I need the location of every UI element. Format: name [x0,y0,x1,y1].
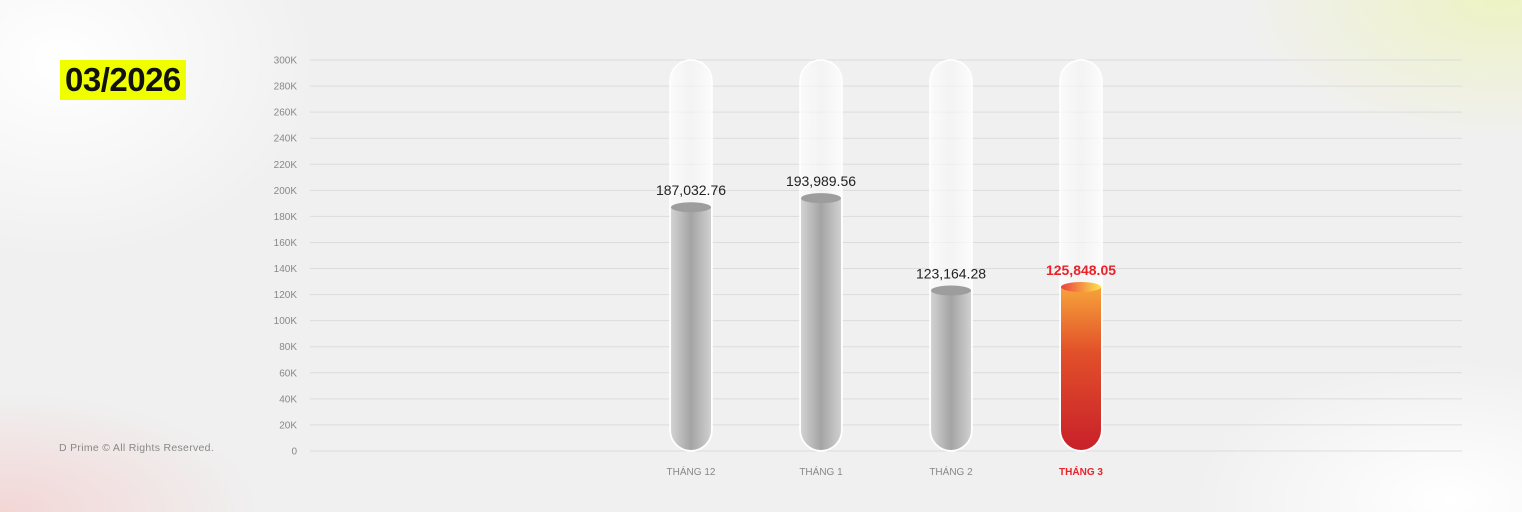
y-tick-label: 280K [274,82,298,93]
y-tick-label: 40K [279,394,297,405]
x-tick-label: THÁNG 3 [1059,465,1103,478]
y-tick-label: 80K [279,342,297,353]
y-tick-label: 220K [274,160,298,171]
bar-top [931,285,971,296]
data-label: 187,032.76 [656,182,726,198]
y-tick-label: 120K [274,290,298,301]
y-tick-label: 200K [274,186,298,197]
y-tick-label: 240K [274,134,298,145]
y-tick-label: 20K [279,420,297,431]
bar-top [671,202,711,213]
data-label: 193,989.56 [786,173,856,189]
y-tick-label: 160K [274,238,298,249]
bar [931,290,971,450]
data-label: 123,164.28 [916,265,986,281]
bar-top [1061,281,1101,292]
y-tick-label: 0 [291,447,297,458]
period-badge: 03/2026 [60,60,186,100]
y-tick-label: 140K [274,264,298,275]
x-tick-label: THÁNG 2 [929,465,973,478]
bar [1061,286,1101,450]
data-label: 125,848.05 [1046,262,1116,278]
y-tick-label: 100K [274,316,298,327]
bar [801,198,841,450]
x-tick-label: THÁNG 12 [667,465,716,478]
bar [671,207,711,450]
x-tick-label: THÁNG 1 [799,465,843,478]
copyright-footer: D Prime © All Rights Reserved. [59,442,215,454]
y-tick-label: 260K [274,108,298,119]
y-tick-label: 180K [274,212,298,223]
bar-top [801,193,841,204]
y-tick-label: 60K [279,368,297,379]
y-tick-label: 300K [274,56,298,67]
